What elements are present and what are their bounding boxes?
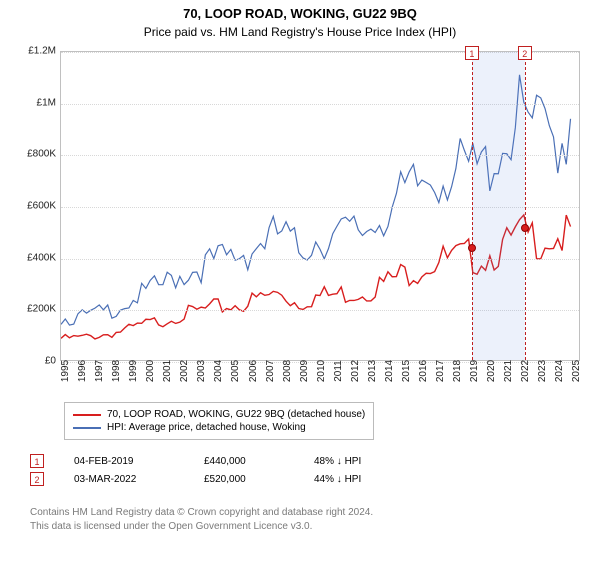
chart-subtitle: Price paid vs. HM Land Registry's House … [0, 25, 600, 39]
marker-flag-icon: 1 [465, 46, 479, 60]
legend-swatch [73, 427, 101, 429]
data-point-marker [468, 244, 476, 252]
marker-date: 03-MAR-2022 [74, 474, 174, 485]
marker-vline [472, 52, 473, 360]
y-tick-label: £600K [27, 201, 56, 212]
x-tick-label: 2001 [162, 360, 173, 382]
marker-flag-icon: 1 [30, 454, 44, 468]
y-tick-label: £200K [27, 304, 56, 315]
x-tick-label: 1995 [60, 360, 71, 382]
marker-vline [525, 52, 526, 360]
footer-line: Contains HM Land Registry data © Crown c… [30, 506, 373, 520]
x-tick-label: 2017 [435, 360, 446, 382]
x-tick-label: 1999 [128, 360, 139, 382]
marker-row: 1 04-FEB-2019 £440,000 48% ↓ HPI [30, 454, 414, 468]
x-tick-label: 2023 [537, 360, 548, 382]
marker-date: 04-FEB-2019 [74, 456, 174, 467]
x-tick-label: 1996 [77, 360, 88, 382]
marker-flag-icon: 2 [518, 46, 532, 60]
x-tick-label: 2003 [196, 360, 207, 382]
x-tick-label: 2000 [145, 360, 156, 382]
y-tick-label: £800K [27, 149, 56, 160]
chart-title: 70, LOOP ROAD, WOKING, GU22 9BQ [0, 6, 600, 21]
x-tick-label: 2011 [333, 360, 344, 382]
plot-area: 12 [60, 51, 580, 361]
legend-item: HPI: Average price, detached house, Woki… [73, 422, 365, 433]
marker-diff: 44% ↓ HPI [314, 474, 414, 485]
chart-container: 12 £0£200K£400K£600K£800K£1M£1.2M1995199… [10, 45, 590, 405]
y-tick-label: £400K [27, 252, 56, 263]
marker-flag-icon: 2 [30, 472, 44, 486]
legend-label: HPI: Average price, detached house, Woki… [107, 422, 306, 433]
legend-box: 70, LOOP ROAD, WOKING, GU22 9BQ (detache… [64, 402, 374, 440]
x-tick-label: 2019 [469, 360, 480, 382]
marker-row: 2 03-MAR-2022 £520,000 44% ↓ HPI [30, 472, 414, 486]
x-tick-label: 2020 [486, 360, 497, 382]
x-tick-label: 2004 [213, 360, 224, 382]
x-tick-label: 1997 [94, 360, 105, 382]
data-point-marker [521, 224, 529, 232]
legend-item: 70, LOOP ROAD, WOKING, GU22 9BQ (detache… [73, 409, 365, 420]
x-tick-label: 1998 [111, 360, 122, 382]
shaded-band [472, 52, 525, 360]
x-tick-label: 2012 [350, 360, 361, 382]
x-tick-label: 2008 [282, 360, 293, 382]
x-tick-label: 2013 [367, 360, 378, 382]
legend-label: 70, LOOP ROAD, WOKING, GU22 9BQ (detache… [107, 409, 365, 420]
x-tick-label: 2009 [299, 360, 310, 382]
marker-diff: 48% ↓ HPI [314, 456, 414, 467]
footer-attribution: Contains HM Land Registry data © Crown c… [30, 506, 373, 534]
x-tick-label: 2002 [179, 360, 190, 382]
x-tick-label: 2007 [265, 360, 276, 382]
marker-price: £520,000 [204, 474, 284, 485]
x-tick-label: 2021 [503, 360, 514, 382]
x-tick-label: 2018 [452, 360, 463, 382]
marker-price: £440,000 [204, 456, 284, 467]
markers-table: 1 04-FEB-2019 £440,000 48% ↓ HPI 2 03-MA… [30, 450, 414, 490]
x-tick-label: 2016 [418, 360, 429, 382]
legend-swatch [73, 414, 101, 416]
footer-line: This data is licensed under the Open Gov… [30, 520, 373, 534]
x-tick-label: 2024 [554, 360, 565, 382]
x-tick-label: 2006 [248, 360, 259, 382]
x-tick-label: 2025 [571, 360, 582, 382]
y-tick-label: £0 [45, 356, 56, 367]
x-tick-label: 2022 [520, 360, 531, 382]
y-tick-label: £1M [37, 97, 56, 108]
x-tick-label: 2014 [384, 360, 395, 382]
x-tick-label: 2010 [316, 360, 327, 382]
x-tick-label: 2005 [230, 360, 241, 382]
y-tick-label: £1.2M [28, 46, 56, 57]
x-tick-label: 2015 [401, 360, 412, 382]
